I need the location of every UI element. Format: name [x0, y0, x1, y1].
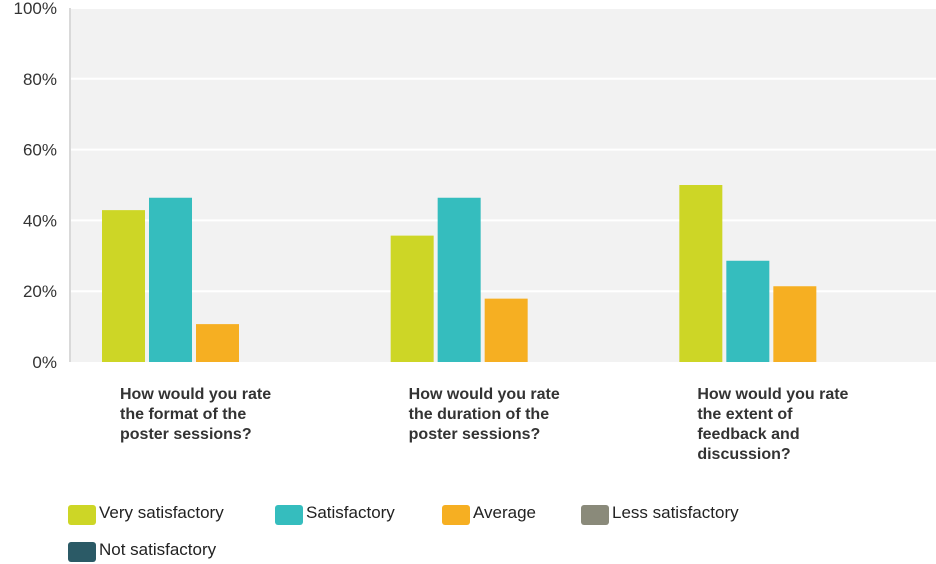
bar [484, 298, 528, 362]
bars [102, 185, 817, 362]
y-tick-label: 0% [32, 353, 57, 372]
bar [390, 235, 434, 362]
category-label: How would you rate the extent of feedback … [697, 386, 848, 463]
legend-label: Average [473, 503, 536, 522]
bar [149, 197, 192, 362]
category-label: How would you rate the duration of the pos… [409, 386, 560, 443]
legend-swatch [68, 505, 96, 525]
legend: Very satisfactory Satisfactory Average Less… [68, 503, 739, 562]
bar [102, 210, 145, 362]
legend-label: Not satisfactory [99, 540, 217, 559]
legend-label: Very satisfactory [99, 503, 224, 522]
y-tick-label: 20% [23, 282, 57, 301]
legend-swatch [275, 505, 303, 525]
category-label: How would you rate the format of the poste… [120, 386, 271, 443]
category-labels: How would you rate the format of the poste… [120, 386, 849, 463]
bar [196, 324, 239, 362]
legend-swatch [68, 542, 96, 562]
legend-swatch [581, 505, 609, 525]
bar [679, 185, 723, 362]
y-tick-label: 60% [23, 141, 57, 160]
bar [437, 197, 481, 362]
legend-swatch [442, 505, 470, 525]
legend-label: Satisfactory [306, 503, 395, 522]
bar [773, 286, 817, 362]
legend-label: Less satisfactory [612, 503, 739, 522]
y-tick-label: 100% [14, 0, 57, 18]
y-tick-label: 80% [23, 70, 57, 89]
y-axis-ticks: 0% 20% 40% 60% 80% 100% [14, 0, 57, 372]
y-tick-label: 40% [23, 211, 57, 230]
bar [726, 260, 770, 362]
